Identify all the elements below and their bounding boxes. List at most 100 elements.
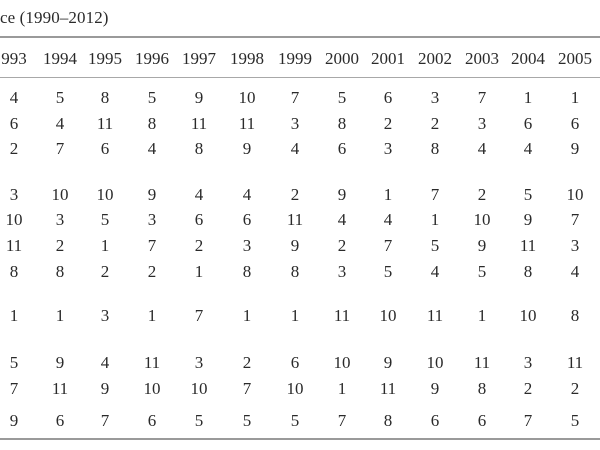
- table-cell: 4: [147, 139, 157, 158]
- table-cell: 1: [477, 306, 487, 325]
- table-cell: 7: [194, 306, 204, 325]
- table-cell: 3: [337, 262, 347, 281]
- table-cell: 8: [242, 262, 252, 281]
- table-cell: 6: [523, 114, 533, 133]
- table-cell: 10: [566, 185, 584, 204]
- table-cell: 7: [9, 379, 19, 398]
- table-cell: 8: [147, 114, 157, 133]
- table-cell: 3: [290, 114, 300, 133]
- table-cell: 4: [100, 353, 110, 372]
- table-cell: 2: [147, 262, 157, 281]
- table-cell: 5: [242, 411, 252, 430]
- table-cell: 1: [242, 306, 252, 325]
- table-cell: 7: [523, 411, 533, 430]
- table-cell: 3: [194, 353, 204, 372]
- table-cell: 6: [570, 114, 580, 133]
- table-cell: 6: [147, 411, 157, 430]
- table-cell: 6: [430, 411, 440, 430]
- table-top-rule: [0, 36, 600, 38]
- table-cell: 2: [477, 185, 487, 204]
- table-cell: 1: [383, 185, 393, 204]
- table-cell: 4: [9, 88, 19, 107]
- table-cell: 4: [477, 139, 487, 158]
- table-cell: 5: [337, 88, 347, 107]
- table-cell: 10: [333, 353, 351, 372]
- table-cell: 10: [5, 210, 23, 229]
- table-cell: 9: [337, 185, 347, 204]
- table-cell: 1: [290, 306, 300, 325]
- table-cell: 6: [9, 114, 19, 133]
- table-cell: 3: [570, 236, 580, 255]
- table-cell: 8: [523, 262, 533, 281]
- table-cell: 3: [430, 88, 440, 107]
- table-cell: 3: [383, 139, 393, 158]
- table-cell: 5: [430, 236, 440, 255]
- table-bottom-rule: [0, 438, 600, 440]
- table-cell: 8: [9, 262, 19, 281]
- table-cell: 2: [523, 379, 533, 398]
- table-cell: 9: [383, 353, 393, 372]
- table-cell: 11: [519, 236, 537, 255]
- table-cell: 7: [570, 210, 580, 229]
- table-cell: 8: [383, 411, 393, 430]
- table-cell: 9: [523, 210, 533, 229]
- table-cell: 6: [194, 210, 204, 229]
- table-cell: 8: [55, 262, 65, 281]
- table-cell: 11: [190, 114, 208, 133]
- table-cell: 9: [242, 139, 252, 158]
- table-cell: 7: [147, 236, 157, 255]
- table-cell: 2: [55, 236, 65, 255]
- table-cell: 10: [426, 353, 444, 372]
- table-cell: 2: [430, 114, 440, 133]
- table-cell: 4: [337, 210, 347, 229]
- table-cell: 7: [242, 379, 252, 398]
- table-cell: 4: [290, 139, 300, 158]
- table-cell: 10: [379, 306, 397, 325]
- table-cell: 5: [55, 88, 65, 107]
- table-cell: 10: [286, 379, 304, 398]
- table-cell: 9: [9, 411, 19, 430]
- column-header: 2001: [371, 49, 405, 68]
- column-header: 1998: [230, 49, 264, 68]
- table-cell: 4: [570, 262, 580, 281]
- table-cell: 6: [55, 411, 65, 430]
- table-cell: 6: [242, 210, 252, 229]
- table-cell: 9: [100, 379, 110, 398]
- column-header: 2004: [511, 49, 545, 68]
- table-cell: 3: [100, 306, 110, 325]
- table-cell: 2: [337, 236, 347, 255]
- table-cell: 8: [337, 114, 347, 133]
- table-cell: 8: [100, 88, 110, 107]
- column-header: 2000: [325, 49, 359, 68]
- table-cell: 5: [9, 353, 19, 372]
- table-cell: 9: [477, 236, 487, 255]
- table-cell: 2: [194, 236, 204, 255]
- table-cell: 1: [100, 236, 110, 255]
- table-header-rule: [0, 77, 600, 78]
- table-cell: 3: [523, 353, 533, 372]
- table-cell: 6: [337, 139, 347, 158]
- table-cell: 11: [566, 353, 584, 372]
- table-cell: 1: [523, 88, 533, 107]
- table-cell: 6: [477, 411, 487, 430]
- table-cell: 9: [147, 185, 157, 204]
- column-header: 1994: [43, 49, 77, 68]
- table-cell: 11: [286, 210, 304, 229]
- table-cell: 2: [100, 262, 110, 281]
- table-cell: 10: [51, 185, 69, 204]
- table-cell: 10: [96, 185, 114, 204]
- table-cell: 2: [290, 185, 300, 204]
- table-cell: 3: [55, 210, 65, 229]
- table-cell: 2: [570, 379, 580, 398]
- column-header: 1995: [88, 49, 122, 68]
- table-cell: 8: [570, 306, 580, 325]
- table-cell: 10: [143, 379, 161, 398]
- table-cell: 5: [100, 210, 110, 229]
- table-cell: 3: [147, 210, 157, 229]
- table-cell: 4: [242, 185, 252, 204]
- table-cell: 4: [430, 262, 440, 281]
- table-cell: 1: [9, 306, 19, 325]
- table-cell: 2: [383, 114, 393, 133]
- table-cell: 4: [55, 114, 65, 133]
- column-header: 2003: [465, 49, 499, 68]
